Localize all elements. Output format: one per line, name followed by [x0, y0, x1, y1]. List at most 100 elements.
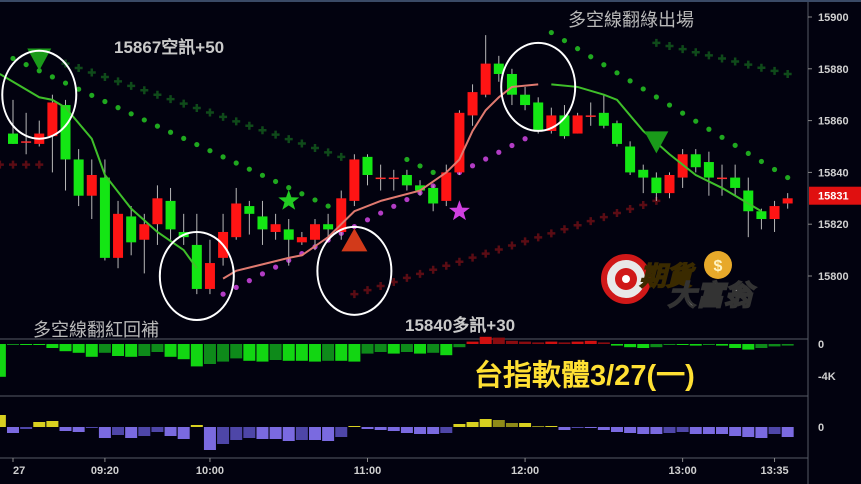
panel3-bar — [72, 427, 85, 432]
sell-signal-triangle-icon — [644, 131, 669, 154]
panel2-bar — [177, 344, 190, 360]
indicator-cross — [521, 237, 530, 246]
candle-down — [585, 115, 596, 117]
panel2-tick-label: -4K — [818, 371, 836, 383]
candle-down — [388, 177, 399, 180]
indicator-dot — [640, 86, 646, 92]
indicator-cross — [704, 51, 713, 60]
indicator-cross — [363, 286, 372, 295]
indicator-dot — [732, 142, 738, 148]
indicator-cross — [258, 126, 267, 135]
panel2-bar — [742, 344, 755, 350]
candle-down — [126, 216, 137, 243]
candle-down — [60, 105, 71, 160]
indicator-dot — [758, 158, 765, 165]
indicator-dot — [680, 110, 686, 116]
indicator-cross — [678, 45, 687, 54]
panel2-bar — [519, 341, 532, 344]
panel3-bar — [295, 427, 308, 440]
candle-up — [572, 115, 583, 134]
indicator-dot — [745, 150, 751, 157]
panel3-tick-label: 0 — [818, 422, 824, 434]
candle-up — [769, 206, 780, 220]
price-tick-label: 15840 — [818, 167, 849, 179]
indicator-cross — [166, 95, 175, 104]
panel3-bar — [716, 427, 729, 434]
indicator-dot — [522, 136, 528, 142]
panel2-bar — [716, 344, 729, 346]
indicator-cross — [376, 282, 385, 291]
indicator-dot — [233, 160, 239, 166]
logo: $ 期貨 大富翁 — [601, 251, 758, 312]
panel3-bar — [7, 427, 19, 433]
panel2-bar — [348, 344, 361, 362]
panel3-bar — [781, 427, 794, 437]
indicator-cross — [468, 253, 477, 262]
candle-down — [257, 216, 268, 230]
candle-down — [717, 177, 728, 180]
indicator-dot — [76, 86, 82, 92]
panel2-bar — [7, 344, 19, 345]
panel2-bar — [558, 342, 571, 344]
indicator-dot — [246, 166, 252, 172]
candle-down — [73, 159, 84, 196]
panel3-bar — [584, 427, 597, 428]
indicator-dot — [771, 166, 778, 173]
indicator-dot — [246, 278, 252, 284]
panel3-bar — [414, 427, 427, 434]
axes: 15900 15880 15860 15840 15820 15800 15831 0 -4K 0… — [12, 12, 861, 477]
time-tick-label: 10:00 — [196, 465, 224, 477]
panel3-bar — [532, 426, 545, 427]
indicator-cross — [402, 273, 411, 282]
indicator-dot — [102, 98, 108, 105]
indicator-cross — [9, 160, 17, 169]
indicator-dot — [36, 68, 42, 74]
candle-up — [454, 112, 465, 173]
indicator-dot — [653, 94, 659, 100]
panel2-bar — [308, 344, 321, 362]
short-signal-annotation: 15867空訊+50 — [114, 38, 225, 57]
candle-up — [152, 198, 163, 225]
indicator-cross — [442, 261, 451, 270]
time-tick-label: 13:00 — [669, 465, 697, 477]
panel3-bar — [138, 427, 151, 436]
panel2-bar — [164, 344, 177, 357]
indicator-cross — [179, 99, 188, 108]
panel2-histogram — [0, 336, 794, 377]
exit-annotation: 多空線翻綠出場 — [568, 10, 694, 30]
indicator-dot — [614, 70, 620, 76]
panel3-bar — [466, 422, 479, 427]
candle-down — [520, 94, 531, 106]
candle-up — [467, 92, 478, 116]
indicator-cross — [626, 204, 635, 213]
indicator-cross — [219, 112, 228, 121]
panel2-bar — [781, 344, 794, 346]
panel2-bar — [505, 340, 518, 344]
svg-text:$: $ — [714, 258, 723, 275]
panel3-bar — [400, 427, 413, 433]
signal-markers — [27, 48, 669, 252]
panel3-bar — [217, 427, 230, 444]
panel2-bar — [282, 344, 295, 361]
indicator-dot — [719, 134, 725, 140]
candle-down — [401, 174, 412, 186]
indicator-dot — [23, 61, 29, 68]
panel3-bar — [85, 427, 98, 428]
indicator-cross — [297, 139, 306, 148]
panel3-bar — [151, 427, 164, 432]
panel3-bar — [545, 426, 558, 427]
panel2-bar — [387, 344, 400, 354]
indicator-dot — [404, 156, 410, 163]
star-icon — [449, 200, 470, 221]
indicator-cross — [599, 213, 608, 222]
indicator-cross — [271, 130, 280, 139]
panel2-bar — [637, 344, 650, 348]
panel3-bar — [33, 422, 46, 427]
candle-up — [336, 198, 347, 232]
indicator-cross — [310, 143, 319, 152]
panel2-bar — [492, 337, 505, 344]
indicator-dot — [785, 174, 791, 181]
indicator-dot — [115, 105, 121, 111]
panel2-bar — [374, 344, 387, 352]
